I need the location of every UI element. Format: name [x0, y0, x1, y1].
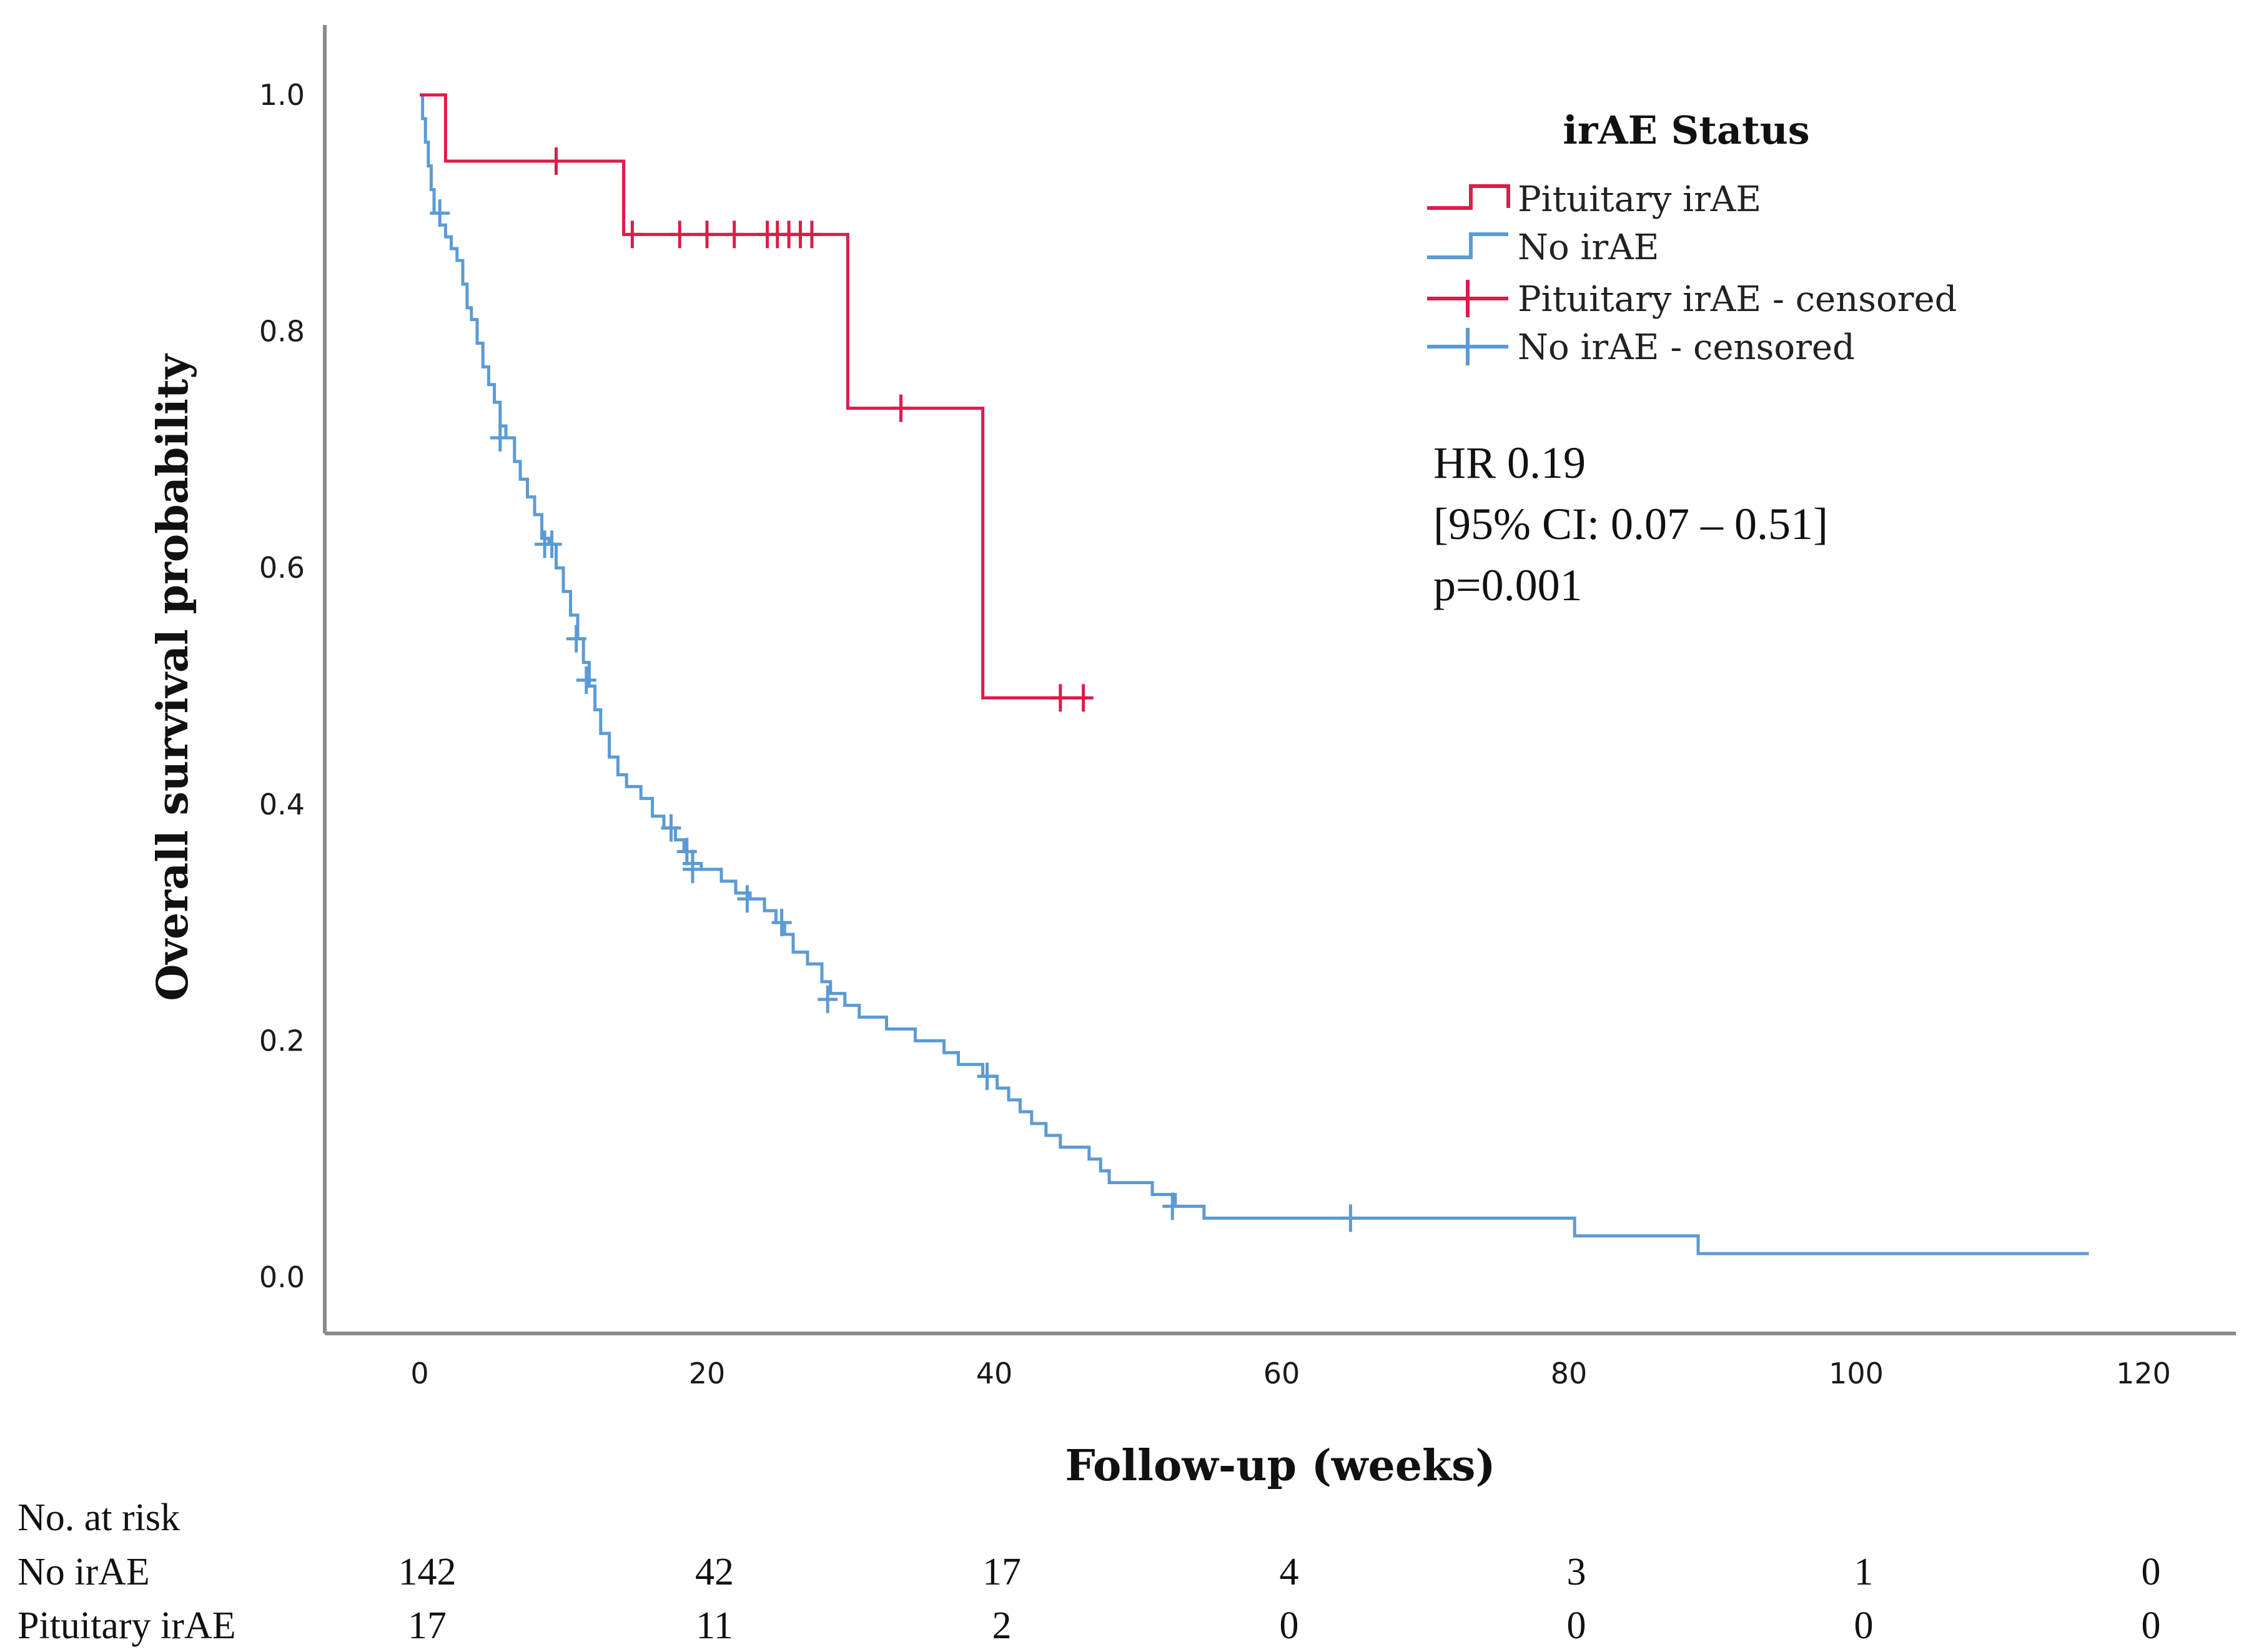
risk-value: 142 [398, 1551, 457, 1593]
hr-p-value: p=0.001 [1433, 560, 1583, 610]
legend-no-irae-line-icon [1427, 232, 1508, 259]
y-axis-title: Overall survival probability [148, 353, 198, 1001]
risk-value: 0 [2142, 1551, 2161, 1593]
hr-confidence-interval: [95% CI: 0.07 – 0.51] [1433, 499, 1828, 549]
risk-row-label-no-irae: No irAE [17, 1551, 150, 1593]
x-tick-label: 60 [1263, 1357, 1300, 1390]
risk-value: 0 [2142, 1605, 2161, 1647]
risk-value: 0 [1567, 1605, 1586, 1647]
risk-value: 3 [1567, 1551, 1586, 1593]
y-tick-label: 0.8 [259, 315, 305, 349]
risk-value: 11 [696, 1605, 733, 1647]
x-tick-label: 100 [1829, 1357, 1884, 1390]
y-tick-label: 0.4 [259, 788, 305, 821]
risk-row-label-pituitary: Pituitary irAE [17, 1605, 236, 1647]
risk-table: No. at risk No irAE Pituitary irAE 142 42… [17, 1496, 2161, 1647]
survival-curves [420, 93, 2089, 1255]
legend: irAE Status Pituitary irAE No irAE Pitui… [1427, 107, 1957, 368]
risk-value: 0 [1854, 1605, 1874, 1647]
risk-table-values: 142 42 17 4 3 1 017 11 2 0 0 0 0 [398, 1551, 2161, 1647]
risk-value: 2 [992, 1605, 1012, 1647]
series-line-pituitary-irae [420, 93, 1088, 700]
risk-value: 0 [1280, 1605, 1299, 1647]
legend-entry-pituitary-censored: Pituitary irAE - censored [1518, 279, 1957, 320]
hr-value: HR 0.19 [1433, 438, 1586, 488]
risk-value: 1 [1854, 1551, 1874, 1593]
y-tick-label: 0.2 [259, 1024, 305, 1057]
legend-pituitary-line-icon [1427, 184, 1510, 210]
risk-value: 42 [695, 1551, 734, 1593]
legend-entry-no-irae-censored: No irAE - censored [1518, 327, 1855, 368]
x-tick-label: 40 [976, 1357, 1013, 1390]
x-tick-label: 0 [410, 1357, 428, 1390]
y-tick-label: 0.0 [259, 1260, 305, 1294]
series-line-no-irae [420, 93, 2089, 1255]
legend-no-irae-censored-icon [1427, 328, 1508, 365]
x-tick-label: 120 [2116, 1357, 2171, 1390]
legend-pituitary-censored-icon [1427, 280, 1508, 317]
x-axis-title: Follow-up (weeks) [1065, 1441, 1495, 1491]
legend-title: irAE Status [1563, 107, 1809, 153]
y-tick-labels: 0.0 0.2 0.4 0.6 0.8 1.0 [259, 78, 305, 1294]
risk-value: 17 [408, 1605, 447, 1647]
legend-entry-no-irae: No irAE [1518, 227, 1659, 268]
risk-table-header: No. at risk [17, 1496, 180, 1539]
x-tick-label: 80 [1551, 1357, 1588, 1390]
x-tick-labels: 0 20 40 60 80 100 120 [410, 1357, 2171, 1390]
hazard-ratio-annotation: HR 0.19 [95% CI: 0.07 – 0.51] p=0.001 [1433, 438, 1828, 610]
x-tick-label: 20 [689, 1357, 726, 1390]
y-tick-label: 0.6 [259, 551, 305, 585]
risk-value: 17 [982, 1551, 1021, 1593]
y-tick-label: 1.0 [259, 78, 305, 112]
risk-value: 4 [1280, 1551, 1299, 1593]
legend-entry-pituitary: Pituitary irAE [1518, 179, 1761, 220]
